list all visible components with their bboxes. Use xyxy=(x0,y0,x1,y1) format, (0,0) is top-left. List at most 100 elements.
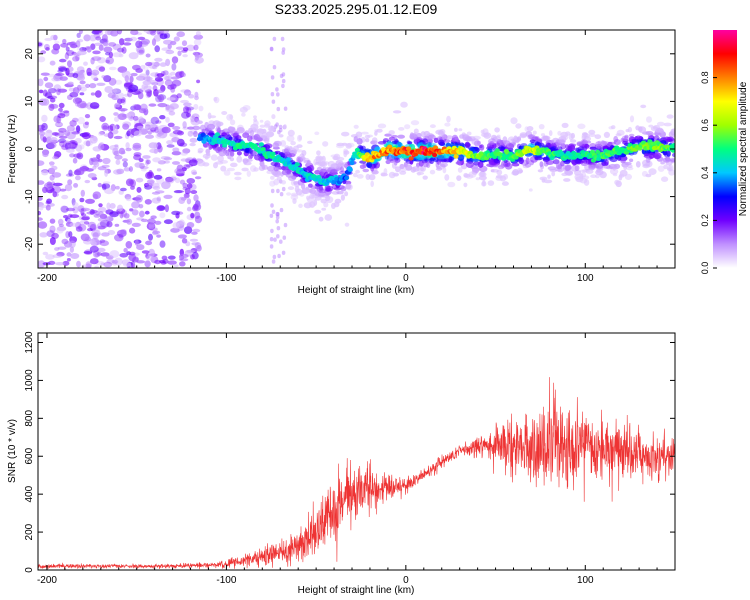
halo-blob xyxy=(226,114,234,121)
snr-x-tick-label: -200 xyxy=(37,575,57,586)
noise-blob xyxy=(167,43,172,50)
noise-blob xyxy=(58,102,65,109)
noise-blob xyxy=(44,43,50,51)
noise-blob xyxy=(59,188,67,192)
noise-blob xyxy=(90,157,101,163)
noise-blob xyxy=(69,153,75,158)
halo-blob xyxy=(483,132,492,139)
noise-blob xyxy=(98,131,104,136)
halo-blob xyxy=(662,157,671,163)
halo-blob xyxy=(528,188,533,192)
noise-blob xyxy=(80,220,86,224)
halo-blob xyxy=(205,152,211,156)
halo-blob xyxy=(398,126,405,131)
noise-blob xyxy=(179,253,189,259)
noise-blob xyxy=(110,30,119,37)
halo-blob xyxy=(622,140,628,145)
halo-blob xyxy=(210,154,218,161)
noise-blob xyxy=(91,56,102,61)
noise-blob xyxy=(272,36,277,42)
noise-blob xyxy=(272,65,277,70)
halo-blob xyxy=(551,171,556,177)
snr-y-tick-label: 200 xyxy=(24,523,35,540)
noise-blob xyxy=(138,204,144,209)
ridge-blob xyxy=(671,143,675,148)
halo-blob xyxy=(466,131,472,136)
halo-blob xyxy=(221,111,228,115)
noise-blob xyxy=(165,176,174,183)
halo-blob xyxy=(584,143,590,149)
halo-blob xyxy=(513,135,518,141)
noise-blob xyxy=(60,205,69,213)
noise-blob xyxy=(114,79,123,85)
noise-blob xyxy=(281,47,286,52)
halo-blob xyxy=(532,130,537,135)
halo-blob xyxy=(388,136,396,141)
halo-blob xyxy=(377,123,387,129)
noise-blob xyxy=(144,210,150,215)
halo-blob xyxy=(594,134,602,140)
halo-blob xyxy=(660,161,665,165)
noise-blob xyxy=(58,223,64,228)
noise-blob xyxy=(115,92,125,99)
halo-blob xyxy=(497,165,505,170)
noise-blob xyxy=(101,75,106,79)
noise-blob xyxy=(138,87,145,92)
halo-blob xyxy=(343,150,348,158)
halo-blob xyxy=(479,170,485,177)
noise-blob xyxy=(164,204,169,213)
noise-blob xyxy=(119,211,124,219)
noise-blob xyxy=(79,144,85,150)
halo-blob xyxy=(262,164,268,170)
noise-blob xyxy=(189,142,196,147)
noise-blob xyxy=(49,226,56,231)
noise-blob xyxy=(271,259,276,264)
halo-blob xyxy=(272,142,280,148)
halo-blob xyxy=(603,131,611,138)
halo-blob xyxy=(605,166,614,170)
noise-blob xyxy=(179,221,186,226)
noise-blob xyxy=(170,227,180,233)
noise-blob xyxy=(71,198,76,206)
noise-blob xyxy=(143,30,151,33)
halo-blob xyxy=(512,169,520,176)
noise-blob xyxy=(113,112,119,116)
halo-blob xyxy=(595,141,602,147)
noise-blob xyxy=(130,30,139,36)
noise-blob xyxy=(38,42,43,47)
noise-blob xyxy=(173,190,183,194)
noise-blob xyxy=(162,70,169,76)
halo-blob xyxy=(640,104,647,109)
noise-blob xyxy=(81,213,87,217)
halo-blob xyxy=(626,166,634,171)
ridge-blob xyxy=(453,154,459,159)
ridge-blob xyxy=(432,145,439,150)
noise-blob xyxy=(129,75,134,84)
halo-blob xyxy=(549,139,555,144)
noise-blob xyxy=(54,40,60,44)
noise-blob xyxy=(99,116,106,122)
noise-blob xyxy=(79,80,86,85)
noise-blob xyxy=(103,181,111,185)
halo-blob xyxy=(547,174,551,179)
noise-blob xyxy=(175,46,185,50)
halo-blob xyxy=(653,152,662,159)
noise-blob xyxy=(38,160,45,166)
halo-blob xyxy=(280,140,287,147)
noise-blob xyxy=(76,260,81,268)
noise-blob xyxy=(72,202,79,209)
halo-blob xyxy=(628,133,635,138)
halo-blob xyxy=(404,124,411,130)
noise-blob xyxy=(85,261,92,268)
noise-blob xyxy=(114,102,121,108)
noise-blob xyxy=(87,173,97,179)
halo-blob xyxy=(422,175,428,180)
noise-blob xyxy=(121,46,127,54)
noise-blob xyxy=(69,246,74,253)
noise-blob xyxy=(157,205,165,210)
noise-blob xyxy=(181,72,186,77)
halo-blob xyxy=(645,173,652,178)
noise-blob xyxy=(120,229,127,235)
halo-blob xyxy=(391,162,397,169)
halo-blob xyxy=(525,157,530,165)
